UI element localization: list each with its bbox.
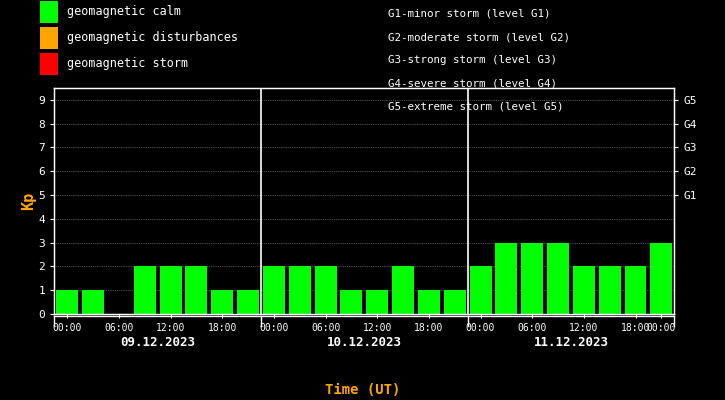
Bar bbox=[444, 290, 465, 314]
Text: 11.12.2023: 11.12.2023 bbox=[534, 336, 608, 348]
Bar bbox=[263, 266, 285, 314]
Bar bbox=[521, 243, 543, 314]
Bar bbox=[599, 266, 621, 314]
Bar bbox=[650, 243, 672, 314]
Text: G2-moderate storm (level G2): G2-moderate storm (level G2) bbox=[388, 32, 570, 42]
Bar bbox=[366, 290, 388, 314]
Bar bbox=[470, 266, 492, 314]
Bar bbox=[57, 290, 78, 314]
Text: 09.12.2023: 09.12.2023 bbox=[120, 336, 195, 348]
Y-axis label: Kp: Kp bbox=[21, 192, 36, 210]
Bar bbox=[237, 290, 259, 314]
Bar bbox=[547, 243, 569, 314]
Bar bbox=[624, 266, 647, 314]
Text: G1-minor storm (level G1): G1-minor storm (level G1) bbox=[388, 9, 550, 19]
Text: G5-extreme storm (level G5): G5-extreme storm (level G5) bbox=[388, 102, 563, 112]
Text: geomagnetic storm: geomagnetic storm bbox=[67, 58, 188, 70]
Bar bbox=[134, 266, 156, 314]
Bar bbox=[495, 243, 518, 314]
Bar bbox=[315, 266, 336, 314]
Text: geomagnetic disturbances: geomagnetic disturbances bbox=[67, 32, 238, 44]
Bar bbox=[160, 266, 181, 314]
Bar bbox=[418, 290, 440, 314]
Text: Time (UT): Time (UT) bbox=[325, 383, 400, 397]
Bar bbox=[186, 266, 207, 314]
Text: G3-strong storm (level G3): G3-strong storm (level G3) bbox=[388, 56, 557, 66]
Text: geomagnetic calm: geomagnetic calm bbox=[67, 6, 181, 18]
Bar bbox=[392, 266, 414, 314]
Text: G4-severe storm (level G4): G4-severe storm (level G4) bbox=[388, 78, 557, 89]
Bar bbox=[289, 266, 311, 314]
Bar bbox=[341, 290, 362, 314]
Bar bbox=[573, 266, 594, 314]
Text: 10.12.2023: 10.12.2023 bbox=[327, 336, 402, 348]
Bar bbox=[211, 290, 233, 314]
Bar bbox=[82, 290, 104, 314]
